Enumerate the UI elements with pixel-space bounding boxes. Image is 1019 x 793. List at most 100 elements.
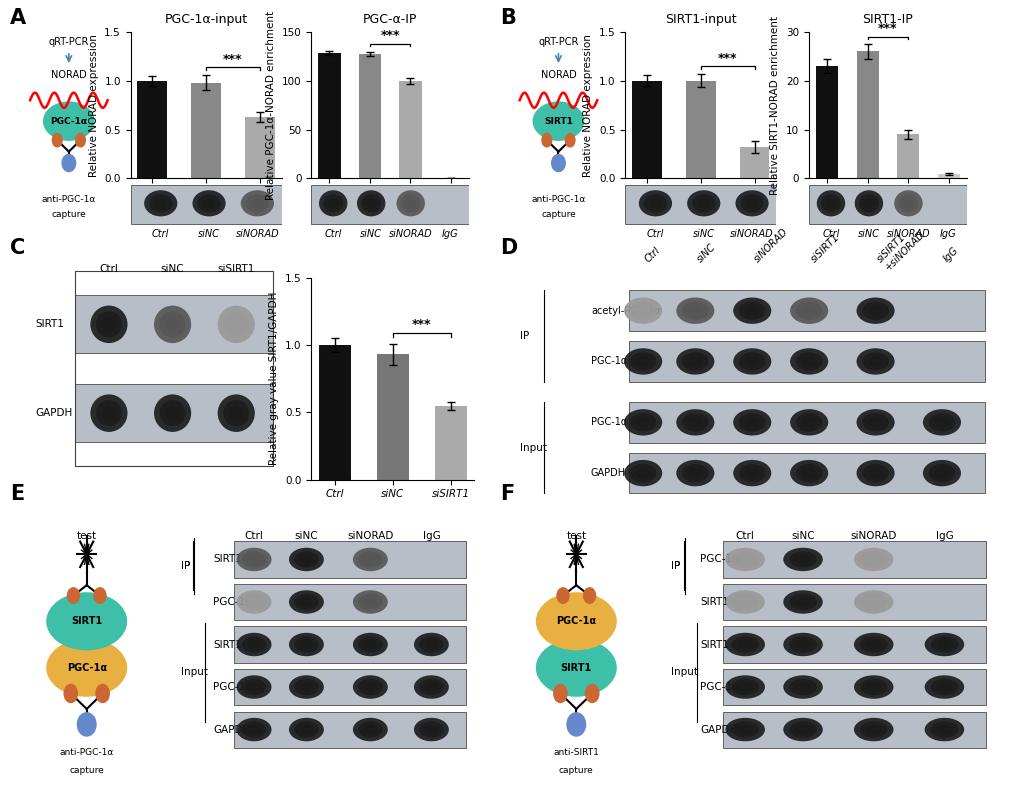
Text: siNORAD: siNORAD — [886, 229, 929, 239]
Text: IgG: IgG — [441, 229, 459, 239]
Ellipse shape — [236, 548, 271, 571]
Ellipse shape — [858, 194, 878, 213]
Ellipse shape — [725, 676, 764, 699]
Ellipse shape — [783, 590, 822, 614]
Ellipse shape — [154, 394, 191, 432]
Text: NORAD: NORAD — [51, 70, 87, 80]
Ellipse shape — [733, 348, 770, 374]
Ellipse shape — [353, 548, 387, 571]
Text: siNORAD: siNORAD — [752, 227, 790, 265]
Ellipse shape — [790, 460, 827, 486]
Ellipse shape — [731, 551, 758, 568]
Ellipse shape — [894, 190, 922, 216]
Bar — [318, 53, 340, 178]
Ellipse shape — [400, 194, 420, 213]
Title: SIRT1-input: SIRT1-input — [664, 13, 736, 26]
Text: IP: IP — [671, 561, 680, 571]
Ellipse shape — [293, 636, 318, 653]
Ellipse shape — [731, 679, 758, 695]
Text: anti-PGC-1α: anti-PGC-1α — [59, 749, 114, 757]
FancyBboxPatch shape — [130, 185, 281, 224]
Ellipse shape — [217, 305, 255, 343]
Text: siSIRT1: siSIRT1 — [808, 232, 841, 265]
Ellipse shape — [629, 301, 656, 320]
Text: acetyl-PGC-1α: acetyl-PGC-1α — [590, 305, 660, 316]
Ellipse shape — [536, 639, 615, 696]
FancyBboxPatch shape — [233, 584, 466, 620]
Bar — [685, 81, 715, 178]
Ellipse shape — [861, 301, 888, 320]
Ellipse shape — [856, 297, 894, 324]
Ellipse shape — [242, 679, 266, 695]
Ellipse shape — [687, 417, 702, 427]
Ellipse shape — [419, 722, 443, 737]
Ellipse shape — [862, 198, 873, 209]
Ellipse shape — [102, 317, 116, 331]
Ellipse shape — [624, 348, 661, 374]
Text: PGC-1α: PGC-1α — [699, 682, 739, 692]
Text: SIRT1: SIRT1 — [699, 597, 729, 607]
Text: IP: IP — [181, 561, 191, 571]
Text: capture: capture — [69, 766, 104, 776]
Text: GAPDH: GAPDH — [699, 725, 737, 734]
Ellipse shape — [96, 684, 109, 703]
Y-axis label: Relative NORAD expression: Relative NORAD expression — [583, 33, 593, 177]
Ellipse shape — [293, 679, 318, 695]
FancyBboxPatch shape — [233, 669, 466, 705]
FancyBboxPatch shape — [722, 669, 985, 705]
Ellipse shape — [783, 718, 822, 741]
Text: siNC: siNC — [857, 229, 879, 239]
Text: Input: Input — [671, 667, 698, 677]
Ellipse shape — [744, 417, 759, 427]
FancyBboxPatch shape — [74, 385, 273, 442]
Ellipse shape — [801, 417, 816, 427]
Ellipse shape — [929, 722, 957, 737]
Ellipse shape — [363, 555, 377, 564]
Ellipse shape — [358, 722, 382, 737]
Ellipse shape — [102, 406, 116, 420]
Ellipse shape — [77, 713, 96, 736]
FancyBboxPatch shape — [625, 185, 775, 224]
Ellipse shape — [75, 133, 86, 147]
Ellipse shape — [536, 593, 615, 649]
Ellipse shape — [853, 590, 893, 614]
FancyBboxPatch shape — [311, 185, 469, 224]
FancyBboxPatch shape — [722, 584, 985, 620]
Text: IP: IP — [181, 561, 191, 571]
Ellipse shape — [853, 718, 893, 741]
Ellipse shape — [740, 194, 763, 213]
Text: siNC: siNC — [161, 264, 184, 274]
Ellipse shape — [865, 597, 880, 607]
Ellipse shape — [154, 305, 191, 343]
FancyBboxPatch shape — [629, 290, 983, 331]
Text: qRT-PCR: qRT-PCR — [538, 37, 578, 48]
Ellipse shape — [165, 406, 179, 420]
Ellipse shape — [247, 682, 261, 691]
Ellipse shape — [733, 409, 770, 435]
Text: SIRT1: SIRT1 — [213, 554, 243, 565]
FancyBboxPatch shape — [722, 626, 985, 663]
Ellipse shape — [682, 464, 708, 482]
Ellipse shape — [64, 684, 77, 703]
Ellipse shape — [424, 682, 438, 691]
Ellipse shape — [853, 633, 893, 657]
Text: NORAD: NORAD — [540, 70, 576, 80]
Ellipse shape — [638, 190, 672, 216]
Text: GAPDH: GAPDH — [590, 468, 626, 478]
Text: PGC-1α: PGC-1α — [590, 417, 627, 427]
Ellipse shape — [154, 198, 167, 209]
Ellipse shape — [288, 548, 324, 571]
Text: E: E — [10, 484, 24, 504]
Ellipse shape — [565, 133, 575, 147]
Ellipse shape — [820, 194, 840, 213]
Ellipse shape — [795, 352, 821, 370]
Text: Ctrl: Ctrl — [821, 229, 839, 239]
Ellipse shape — [44, 102, 94, 140]
Ellipse shape — [551, 155, 565, 171]
Ellipse shape — [725, 633, 764, 657]
Ellipse shape — [783, 676, 822, 699]
Bar — [856, 52, 878, 178]
Ellipse shape — [419, 636, 443, 653]
Ellipse shape — [363, 640, 377, 649]
FancyBboxPatch shape — [629, 402, 983, 442]
